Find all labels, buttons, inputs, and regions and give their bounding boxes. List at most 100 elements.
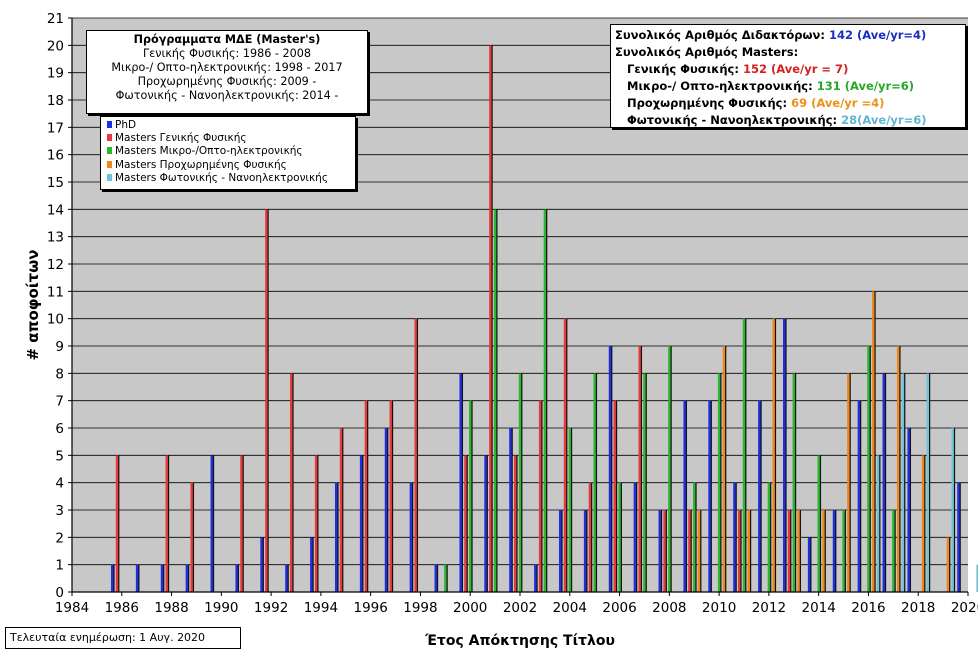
bar	[568, 428, 571, 592]
bar-shadow	[445, 564, 448, 592]
bar-shadow	[261, 537, 264, 592]
x-tick-label: 2016	[851, 600, 885, 616]
programs-title: Πρόγραμματα ΜΔΕ (Master's)	[133, 33, 321, 46]
legend-swatch	[107, 147, 112, 155]
bar	[747, 510, 750, 592]
bar-shadow	[898, 346, 901, 592]
bar	[857, 400, 861, 592]
bar	[484, 455, 487, 592]
bar	[534, 564, 537, 592]
bar-shadow	[167, 455, 170, 592]
bar	[434, 564, 437, 592]
bar	[464, 455, 467, 592]
bar	[160, 564, 164, 592]
bar-shadow	[903, 373, 906, 592]
bar-shadow	[436, 564, 439, 592]
bar	[389, 400, 392, 592]
bar-shadow	[520, 373, 523, 592]
bar	[822, 510, 825, 592]
bar-shadow	[366, 400, 369, 592]
bar-shadow	[565, 318, 568, 592]
chart-legend: PhD Masters Γενικής Φυσικής Masters Μικρ…	[100, 116, 356, 190]
bar	[489, 45, 492, 593]
y-tick-label: 16	[47, 148, 64, 164]
bar	[758, 400, 761, 592]
bar	[558, 510, 562, 592]
bar-shadow	[694, 482, 697, 592]
x-tick-label: 1990	[204, 600, 238, 616]
bar	[359, 455, 363, 592]
y-tick-label: 9	[55, 339, 64, 355]
bar	[235, 564, 238, 592]
bar-shadow	[809, 537, 812, 592]
bar	[872, 291, 875, 592]
legend-swatch	[107, 134, 112, 142]
bar	[876, 455, 880, 592]
bar-shadow	[784, 318, 787, 592]
y-tick-label: 8	[55, 366, 64, 382]
y-tick-label: 11	[47, 284, 64, 300]
bar-shadow	[212, 455, 215, 592]
bar	[688, 510, 691, 592]
bar-shadow	[595, 373, 598, 592]
bar	[792, 373, 795, 592]
y-tick-label: 18	[47, 93, 64, 109]
bar	[921, 455, 925, 592]
total-label: Φωτονικής - Νανοηλεκτρονικής:	[627, 113, 838, 127]
x-tick-label: 1994	[304, 600, 338, 616]
legend-entry-micro: Masters Μικρο-/Οπτο-ηλεκτρονικής	[107, 145, 355, 158]
y-tick-label: 17	[47, 120, 64, 136]
phd-total-label: Συνολικός Αριθμός Διδακτόρων:	[615, 28, 825, 42]
bar-shadow	[117, 455, 120, 592]
y-tick-label: 19	[47, 66, 64, 82]
legend-label: Masters Προχωρημένης Φυσικής	[115, 158, 287, 171]
program-line-advanced: Προχωρημένης Φυσικής: 2009 -	[137, 75, 317, 88]
bar	[901, 373, 905, 592]
bar	[414, 318, 417, 592]
total-row-micro: Μικρο-/ Οπτο-ηλεκτρονικής: 131 (Ave/yr=6…	[615, 78, 965, 95]
bar	[265, 209, 268, 593]
bar	[733, 482, 736, 592]
y-tick-label: 13	[47, 230, 64, 246]
legend-swatch	[107, 121, 112, 128]
bar-shadow	[709, 400, 712, 592]
legend-swatch	[107, 160, 112, 168]
last-update-note: Τελευταία ενημέρωση: 1 Αυγ. 2020	[5, 627, 241, 649]
bar	[538, 400, 542, 592]
bar	[717, 373, 721, 592]
bar	[543, 209, 547, 593]
bar	[976, 564, 978, 592]
bar-shadow	[192, 482, 195, 592]
legend-entry-advanced: Masters Προχωρημένης Φυσικής	[107, 159, 355, 172]
bar-shadow	[685, 400, 688, 592]
bar	[896, 346, 900, 592]
bar-shadow	[162, 564, 165, 592]
bar	[339, 428, 343, 592]
x-axis-title: Έτος Απόκτησης Τίτλου	[424, 633, 615, 649]
bar-shadow	[336, 482, 339, 592]
bar	[663, 510, 666, 592]
bar-shadow	[465, 455, 468, 592]
x-tick-label: 1984	[55, 600, 89, 616]
bar	[290, 373, 293, 592]
bar	[772, 318, 775, 592]
bar-shadow	[873, 291, 876, 592]
bar	[742, 318, 746, 592]
bar	[708, 400, 711, 592]
bar	[240, 455, 243, 592]
bar	[693, 482, 696, 592]
totals-box: Συνολικός Αριθμός Διδακτόρων: 142 (Ave/y…	[610, 24, 966, 128]
bar-shadow	[266, 209, 269, 593]
bar	[738, 510, 741, 592]
bar-shadow	[923, 455, 926, 592]
y-tick-label: 12	[47, 257, 64, 273]
bar-shadow	[341, 428, 344, 592]
bar-shadow	[759, 400, 762, 592]
bar-shadow	[137, 564, 140, 592]
bar	[469, 400, 472, 592]
bar	[314, 455, 318, 592]
bar	[444, 564, 447, 592]
y-axis-title: # αποφοίτων	[24, 250, 42, 361]
bar-shadow	[794, 373, 797, 592]
bar-shadow	[789, 510, 792, 592]
